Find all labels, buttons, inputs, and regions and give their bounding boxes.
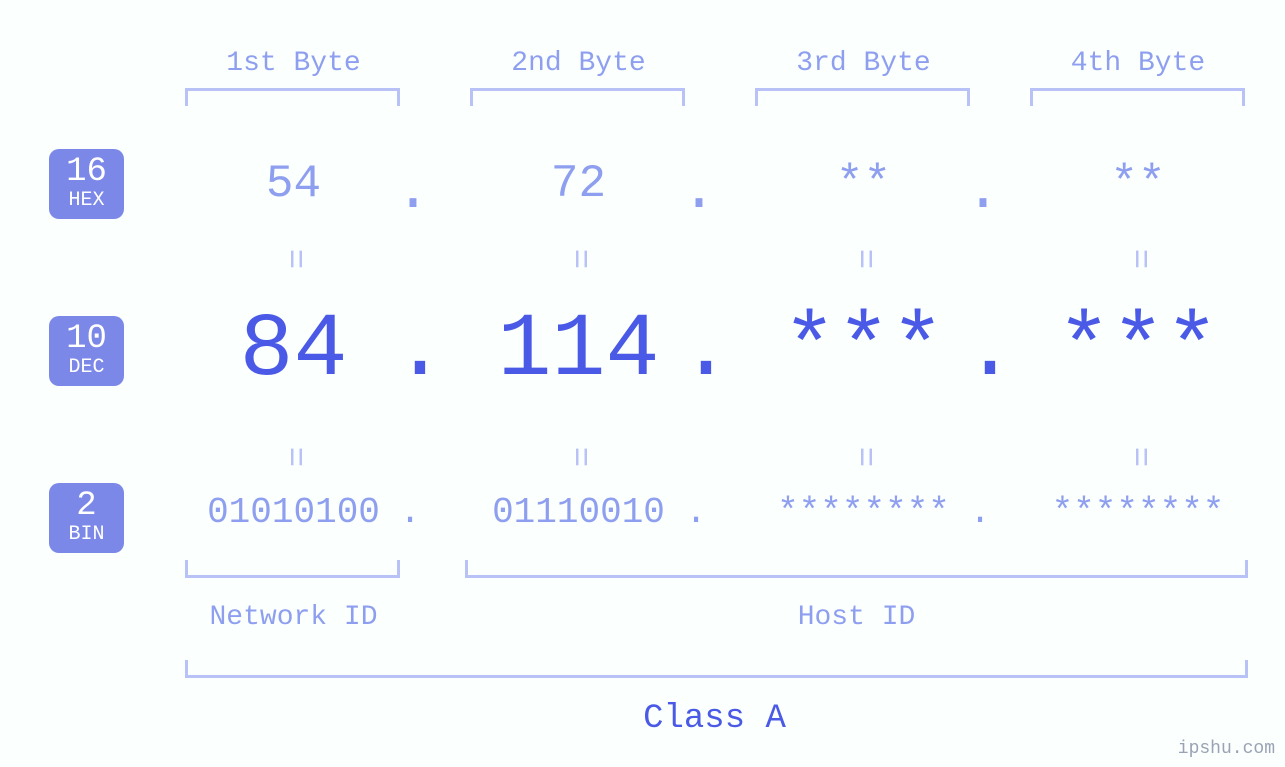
eq-2b: =: [559, 447, 597, 467]
dec-byte-3: ***: [746, 300, 981, 402]
eq-1b: =: [559, 249, 597, 269]
badge-dec: 10 DEC: [49, 316, 124, 386]
hex-byte-2: 72: [461, 158, 696, 210]
eq-2a: =: [274, 447, 312, 467]
bin-byte-4: ********: [1023, 492, 1253, 533]
badge-bin-num: 2: [49, 489, 124, 523]
hex-dot-1: .: [395, 158, 425, 226]
eq-1d: =: [1119, 249, 1157, 269]
bin-byte-3: ********: [746, 492, 981, 533]
hex-byte-1: 54: [176, 158, 411, 210]
dec-byte-2: 114: [461, 300, 696, 402]
col-head-3: 3rd Byte: [746, 48, 981, 79]
col-head-4: 4th Byte: [1023, 48, 1253, 79]
bin-dot-3: .: [965, 492, 995, 533]
dec-byte-4: ***: [1023, 300, 1253, 402]
badge-bin: 2 BIN: [49, 483, 124, 553]
hex-dot-3: .: [965, 158, 995, 226]
bin-byte-1: 01010100: [176, 492, 411, 533]
top-bracket-3: [755, 88, 970, 106]
dec-dot-3: .: [963, 300, 997, 402]
badge-hex: 16 HEX: [49, 149, 124, 219]
top-bracket-2: [470, 88, 685, 106]
label-host: Host ID: [460, 602, 1253, 633]
badge-hex-num: 16: [49, 155, 124, 189]
dec-dot-1: .: [393, 300, 427, 402]
eq-1a: =: [274, 249, 312, 269]
dec-byte-1: 84: [176, 300, 411, 402]
bracket-host: [465, 560, 1248, 578]
bin-dot-2: .: [681, 492, 711, 533]
top-bracket-1: [185, 88, 400, 106]
badge-bin-label: BIN: [49, 525, 124, 545]
badge-hex-label: HEX: [49, 191, 124, 211]
eq-2c: =: [844, 447, 882, 467]
dec-dot-2: .: [679, 300, 713, 402]
eq-2d: =: [1119, 447, 1157, 467]
hex-dot-2: .: [681, 158, 711, 226]
label-network: Network ID: [176, 602, 411, 633]
bin-byte-2: 01110010: [461, 492, 696, 533]
bin-dot-1: .: [395, 492, 425, 533]
hex-byte-4: **: [1023, 158, 1253, 210]
bracket-class: [185, 660, 1248, 678]
bracket-network: [185, 560, 400, 578]
top-bracket-4: [1030, 88, 1245, 106]
hex-byte-3: **: [746, 158, 981, 210]
col-head-1: 1st Byte: [176, 48, 411, 79]
col-head-2: 2nd Byte: [461, 48, 696, 79]
watermark: ipshu.com: [1178, 739, 1275, 759]
label-class: Class A: [176, 700, 1253, 738]
badge-dec-label: DEC: [49, 358, 124, 378]
badge-dec-num: 10: [49, 322, 124, 356]
eq-1c: =: [844, 249, 882, 269]
